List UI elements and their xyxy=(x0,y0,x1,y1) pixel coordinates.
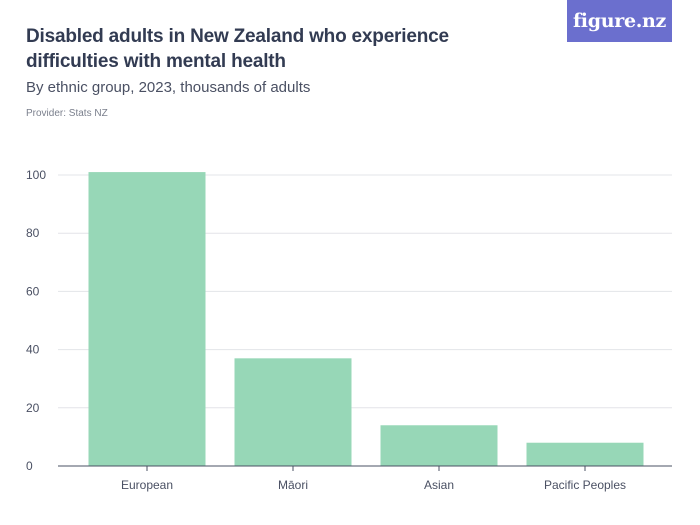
y-tick-label-0: 0 xyxy=(26,459,33,473)
bar-asian[interactable] xyxy=(380,425,498,466)
y-tick-label-60: 60 xyxy=(26,284,40,298)
x-tick-label-m-ori: Māori xyxy=(278,478,308,492)
y-tick-labels: 0 20 40 60 80 100 xyxy=(26,168,46,473)
bars xyxy=(88,172,644,466)
x-tick-labels: European Māori Asian Pacific Peoples xyxy=(121,478,626,492)
chart-subtitle: By ethnic group, 2023, thousands of adul… xyxy=(26,79,311,96)
bar-m-ori[interactable] xyxy=(234,358,352,466)
bar-pacific-peoples[interactable] xyxy=(526,442,644,466)
y-tick-label-40: 40 xyxy=(26,343,40,357)
data-provider: Provider: Stats NZ xyxy=(26,108,108,119)
x-tick-label-pacific-peoples: Pacific Peoples xyxy=(544,478,626,492)
y-tick-label-100: 100 xyxy=(26,168,46,182)
y-tick-label-20: 20 xyxy=(26,401,40,415)
figure-nz-logo[interactable]: figure.nz xyxy=(567,0,672,42)
bar-european[interactable] xyxy=(88,172,206,466)
axes xyxy=(58,465,672,471)
chart-title: Disabled adults in New Zealand who exper… xyxy=(26,26,449,72)
x-tick-label-asian: Asian xyxy=(424,478,454,492)
logo-text: figure.nz xyxy=(572,10,667,32)
x-tick-label-european: European xyxy=(121,478,173,492)
y-tick-label-80: 80 xyxy=(26,226,40,240)
